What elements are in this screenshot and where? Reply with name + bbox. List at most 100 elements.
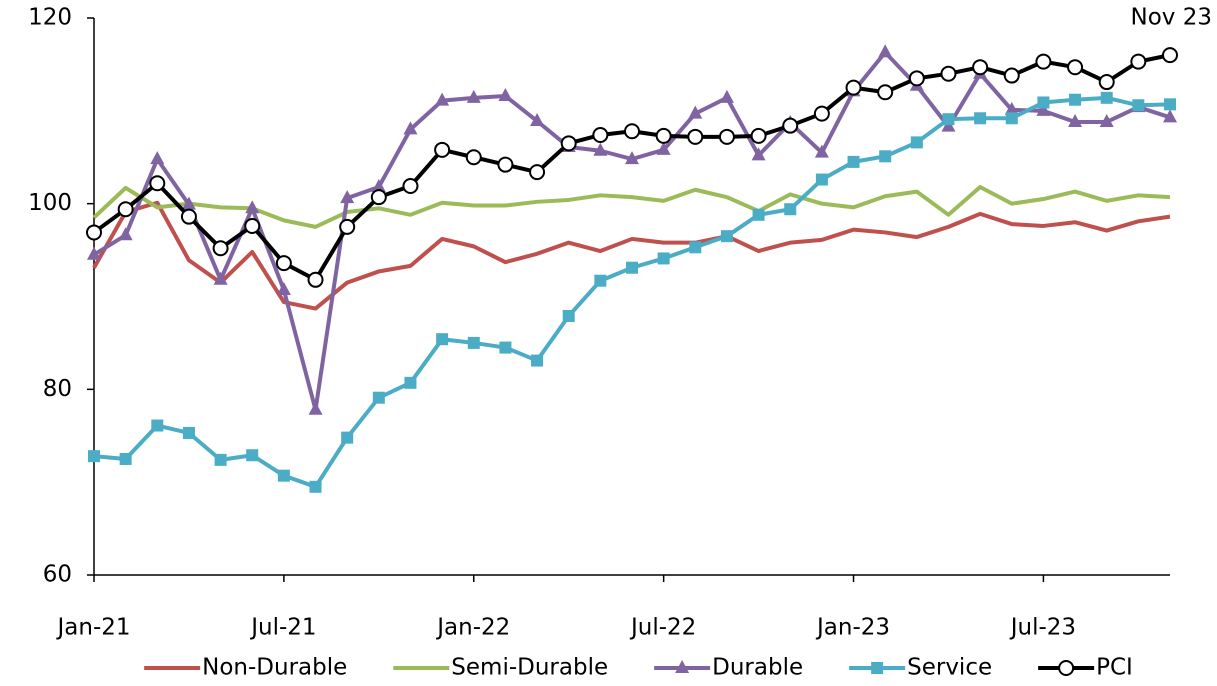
marker: [340, 190, 355, 204]
marker: [751, 147, 766, 161]
marker: [847, 155, 860, 168]
marker: [942, 113, 955, 126]
marker: [531, 354, 544, 367]
marker: [465, 149, 482, 166]
marker: [212, 240, 229, 257]
marker: [499, 341, 512, 354]
marker: [675, 660, 690, 673]
marker: [655, 127, 672, 144]
marker: [87, 246, 101, 260]
marker: [372, 391, 385, 404]
marker: [657, 252, 670, 265]
legend-label: Non-Durable: [202, 655, 347, 681]
legend-item: Durable: [654, 655, 803, 681]
marker: [88, 450, 100, 463]
marker: [1004, 101, 1019, 115]
marker: [1003, 67, 1020, 84]
y-tick-label: 80: [43, 376, 72, 402]
series-line: [92, 53, 1171, 282]
x-tick-label: Jul-21: [249, 615, 316, 641]
marker: [1035, 53, 1052, 70]
marker: [402, 178, 419, 195]
marker: [1100, 91, 1113, 104]
marker: [530, 113, 545, 127]
x-tick-label: Jan-21: [55, 615, 130, 641]
marker: [879, 150, 892, 163]
marker: [688, 105, 703, 119]
marker: [687, 128, 704, 145]
marker: [814, 144, 829, 158]
marker: [435, 92, 450, 106]
y-tick-label: 60: [43, 562, 72, 588]
marker: [1036, 102, 1051, 116]
legend: Non-Durable Semi-Durable Durable Service PCI: [144, 655, 1133, 681]
marker: [750, 127, 767, 144]
marker: [309, 480, 322, 493]
annotation: Nov 23: [1131, 5, 1212, 31]
legend-label: Durable: [712, 655, 803, 681]
marker: [871, 662, 884, 674]
marker: [1005, 112, 1018, 125]
marker: [626, 261, 638, 274]
marker: [246, 449, 259, 462]
marker: [339, 218, 356, 235]
marker: [244, 217, 261, 234]
marker: [1037, 96, 1050, 109]
marker: [624, 123, 640, 140]
marker: [940, 65, 957, 82]
marker: [782, 117, 799, 134]
marker: [625, 151, 639, 165]
marker: [562, 309, 575, 322]
legend-label: Service: [907, 655, 992, 681]
marker: [275, 255, 292, 272]
marker: [1164, 98, 1176, 111]
marker: [434, 141, 451, 158]
marker: [371, 178, 386, 192]
marker: [974, 112, 987, 125]
marker: [245, 200, 260, 214]
legend-item: Non-Durable: [144, 655, 347, 681]
x-tick-label: Jan-22: [435, 615, 510, 641]
x-tick-label: Jan-23: [815, 615, 890, 641]
marker: [370, 189, 387, 206]
marker: [1058, 660, 1075, 676]
marker: [1099, 113, 1114, 127]
series-line: [92, 184, 1171, 229]
marker: [689, 241, 702, 254]
marker: [1098, 74, 1115, 91]
marker: [845, 79, 862, 96]
marker: [404, 376, 417, 389]
marker: [403, 121, 418, 135]
marker: [560, 135, 577, 152]
marker: [436, 333, 449, 346]
marker: [308, 401, 323, 415]
marker: [1067, 59, 1084, 76]
legend-label: Semi-Durable: [451, 655, 608, 681]
marker: [1068, 113, 1083, 127]
marker: [972, 59, 989, 76]
marker: [181, 196, 196, 210]
marker: [656, 141, 671, 155]
marker: [720, 230, 733, 243]
marker: [719, 89, 734, 103]
marker: [151, 419, 164, 432]
marker: [813, 105, 830, 122]
marker: [276, 282, 291, 296]
y-tick-label: 100: [28, 190, 72, 216]
marker: [752, 208, 765, 221]
marker: [718, 128, 735, 145]
marker: [1069, 93, 1082, 106]
marker: [118, 227, 133, 241]
marker: [341, 431, 354, 444]
marker: [180, 208, 197, 225]
marker: [117, 201, 134, 218]
marker: [1130, 53, 1147, 70]
marker: [119, 452, 132, 465]
legend-item: Semi-Durable: [393, 655, 608, 681]
series-line: [92, 200, 1171, 311]
marker: [784, 203, 797, 216]
legend-item: PCI: [1038, 655, 1133, 681]
legend-item: Service: [849, 655, 992, 681]
marker: [307, 271, 324, 288]
